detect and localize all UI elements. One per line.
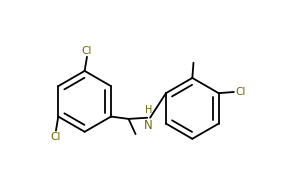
Text: H: H: [145, 105, 152, 115]
Text: N: N: [144, 119, 153, 132]
Text: Cl: Cl: [51, 132, 61, 142]
Text: Cl: Cl: [235, 87, 245, 97]
Text: Cl: Cl: [82, 46, 92, 56]
